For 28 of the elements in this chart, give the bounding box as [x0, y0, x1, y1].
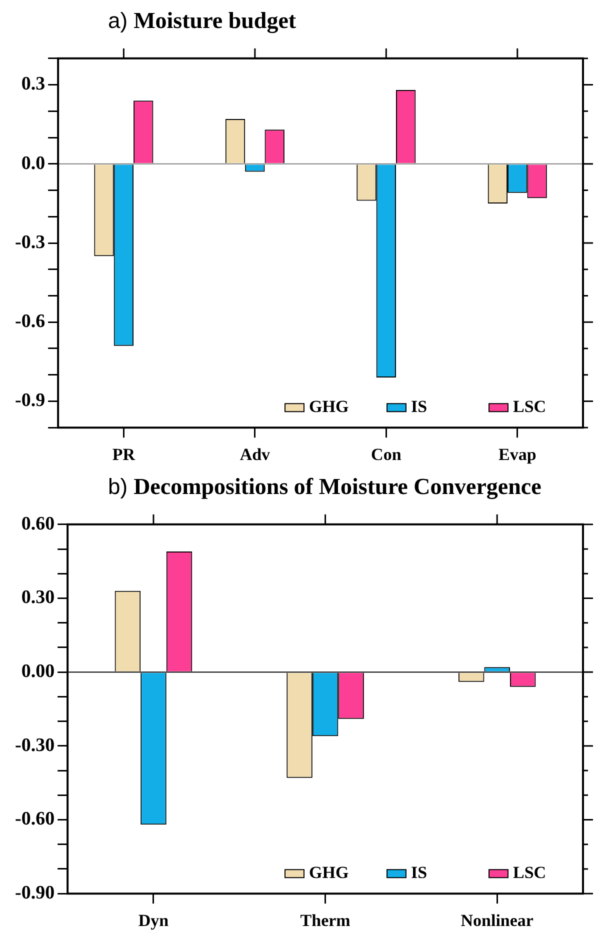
- legend-label: IS: [411, 396, 428, 416]
- y-tick-label: 0.30: [21, 587, 55, 608]
- y-tick-label: 0.00: [21, 660, 55, 682]
- chart-title: Moisture budget: [134, 8, 296, 34]
- x-tick-label: Adv: [240, 445, 271, 464]
- y-tick-label: 0.3: [21, 74, 46, 95]
- y-tick-label: -0.9: [15, 390, 46, 412]
- legend-label: LSC: [513, 396, 546, 416]
- legend-label: GHG: [309, 396, 349, 416]
- legend-label: GHG: [309, 862, 349, 882]
- y-tick-label: -0.90: [15, 882, 55, 904]
- legend-label: IS: [411, 862, 428, 882]
- x-tick-label: Con: [371, 445, 402, 464]
- y-tick-label: 0.0: [21, 152, 46, 174]
- y-tick-label: -0.30: [15, 734, 55, 756]
- chart-title: Decompositions of Moisture Convergence: [134, 474, 542, 500]
- y-tick-label: -0.6: [15, 311, 46, 332]
- chart-subtitle: b): [108, 474, 128, 500]
- x-tick-label: Nonlinear: [460, 911, 534, 930]
- x-tick-label: Evap: [498, 445, 536, 464]
- x-tick-label: Therm: [300, 911, 350, 930]
- y-tick-label: 0.60: [21, 513, 55, 534]
- x-tick-label: Dyn: [138, 911, 170, 930]
- chart-subtitle: a): [108, 8, 128, 34]
- legend-label: LSC: [513, 862, 546, 882]
- y-tick-label: -0.60: [15, 808, 55, 830]
- y-tick-label: -0.3: [15, 232, 46, 253]
- x-tick-label: PR: [112, 445, 136, 464]
